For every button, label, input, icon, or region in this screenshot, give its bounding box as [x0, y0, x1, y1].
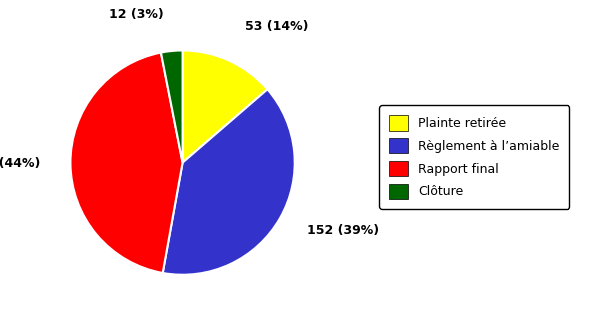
Wedge shape — [183, 51, 267, 163]
Text: 12 (3%): 12 (3%) — [109, 8, 164, 21]
Text: 152 (39%): 152 (39%) — [307, 224, 379, 237]
Wedge shape — [163, 89, 294, 275]
Text: 53 (14%): 53 (14%) — [245, 19, 309, 33]
Wedge shape — [161, 51, 183, 163]
Wedge shape — [71, 52, 183, 273]
Legend: Plainte retirée, Règlement à l’amiable, Rapport final, Clôture: Plainte retirée, Règlement à l’amiable, … — [379, 105, 569, 209]
Text: 171 (44%): 171 (44%) — [0, 157, 40, 170]
